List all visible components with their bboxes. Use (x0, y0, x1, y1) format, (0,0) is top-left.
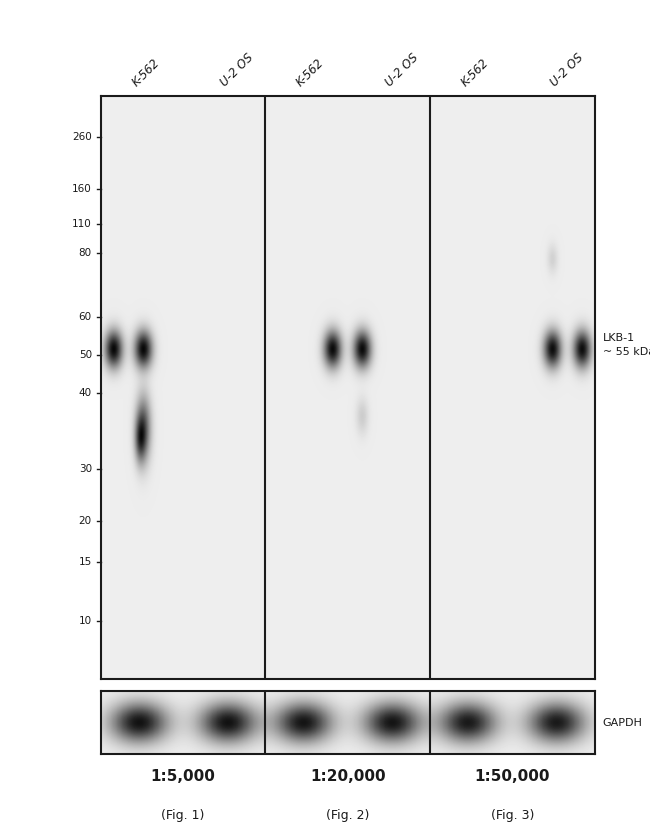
Text: 160: 160 (72, 184, 92, 194)
Text: 80: 80 (79, 248, 92, 258)
Text: (Fig. 3): (Fig. 3) (491, 809, 534, 822)
Text: K-562: K-562 (294, 57, 327, 89)
Text: 50: 50 (79, 350, 92, 361)
Text: 40: 40 (79, 388, 92, 398)
Text: LKB-1
~ 55 kDa: LKB-1 ~ 55 kDa (603, 333, 650, 357)
Text: 60: 60 (79, 312, 92, 322)
Text: (Fig. 1): (Fig. 1) (161, 809, 205, 822)
Text: (Fig. 2): (Fig. 2) (326, 809, 369, 822)
Text: U-2 OS: U-2 OS (383, 51, 421, 89)
Text: 15: 15 (79, 557, 92, 567)
Text: GAPDH: GAPDH (603, 717, 642, 728)
Text: K-562: K-562 (459, 57, 491, 89)
Text: 110: 110 (72, 219, 92, 229)
Text: U-2 OS: U-2 OS (218, 51, 256, 89)
Text: 30: 30 (79, 464, 92, 474)
Text: 260: 260 (72, 132, 92, 142)
Text: U-2 OS: U-2 OS (548, 51, 586, 89)
Text: 20: 20 (79, 516, 92, 526)
Text: 1:5,000: 1:5,000 (151, 769, 215, 784)
Text: 10: 10 (79, 616, 92, 626)
Text: K-562: K-562 (129, 57, 162, 89)
Text: 1:50,000: 1:50,000 (474, 769, 551, 784)
Text: 1:20,000: 1:20,000 (310, 769, 385, 784)
